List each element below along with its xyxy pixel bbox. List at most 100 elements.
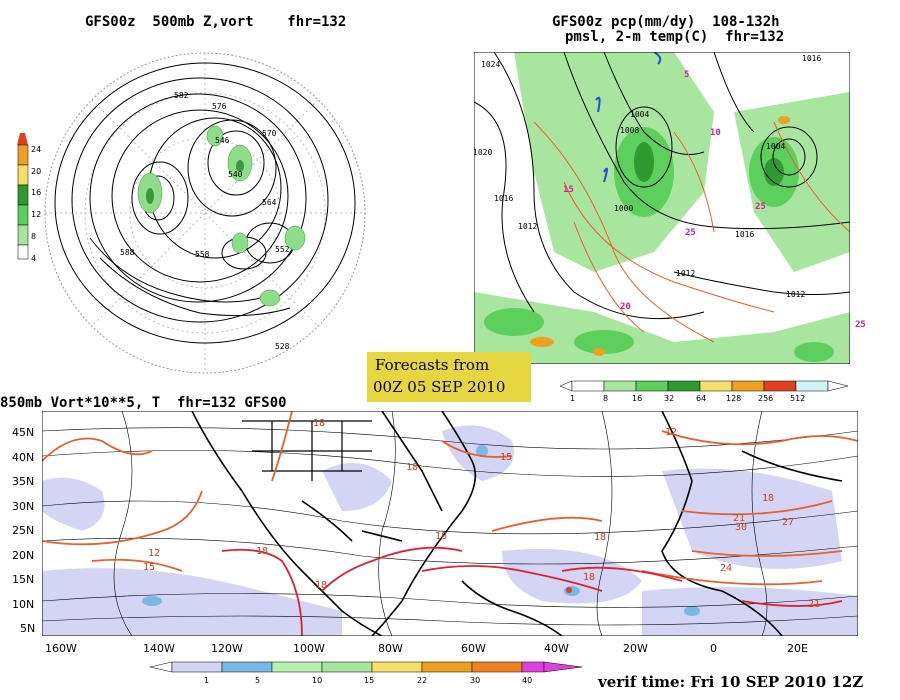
- isobar-label: 1024: [481, 60, 501, 69]
- vort-colorbar-bottom: [150, 661, 583, 673]
- colorbar-tick: 256: [758, 394, 774, 403]
- isobar-label: 1016: [494, 194, 514, 203]
- isobar-label: 1020: [473, 148, 493, 157]
- forecast-line1: Forecasts from: [375, 356, 490, 374]
- lon-label: 20E: [787, 642, 808, 655]
- temp-label: 18: [435, 531, 448, 542]
- contour-label: 558: [195, 250, 210, 259]
- colorbar-tick: 8: [603, 394, 609, 403]
- temp-label: 27: [782, 517, 795, 528]
- lon-label: 60W: [461, 642, 486, 655]
- isobar-label: 1004: [766, 142, 786, 151]
- colorbar-tick: 32: [664, 394, 675, 403]
- isobar-label: 1000: [614, 204, 634, 213]
- temp-label: 12: [148, 548, 161, 559]
- lon-label: 40W: [544, 642, 569, 655]
- contour-label: 588: [120, 248, 135, 257]
- colorbar-tick: 12: [31, 210, 42, 219]
- colorbar-tick: 22: [417, 676, 428, 685]
- temp-label: 15: [563, 185, 574, 195]
- top-left-title: GFS00z 500mb Z,vort fhr=132: [85, 14, 347, 30]
- colorbar-tick: 30: [470, 676, 481, 685]
- colorbar-tick: 5: [255, 676, 261, 685]
- temp-label: 18: [583, 572, 596, 583]
- contour-label: 528: [275, 342, 290, 351]
- lon-label: 100W: [293, 642, 325, 655]
- tropical-850mb-map: [42, 411, 858, 636]
- top-right-title-line1: GFS00z pcp(mm/dy) 108-132h: [552, 14, 780, 30]
- lat-label: 40N: [12, 451, 35, 464]
- temp-label: 15: [500, 452, 513, 463]
- lat-label: 15N: [12, 573, 35, 586]
- vort-colorbar-left: [17, 133, 29, 260]
- colorbar-tick: 64: [696, 394, 707, 403]
- lon-label: 80W: [378, 642, 403, 655]
- colorbar-tick: 1: [204, 676, 210, 685]
- temp-label: 25: [855, 320, 866, 330]
- verification-time: verif time: Fri 10 SEP 2010 12Z: [598, 673, 864, 691]
- lon-label: 160W: [45, 642, 77, 655]
- colorbar-tick: 40: [522, 676, 533, 685]
- temp-label: 10: [710, 128, 721, 138]
- forecast-line2: 00Z 05 SEP 2010: [373, 378, 506, 396]
- temp-label: 24: [720, 563, 733, 574]
- colorbar-tick: 20: [31, 167, 42, 176]
- lat-label: 20N: [12, 549, 35, 562]
- lon-label: 120W: [211, 642, 243, 655]
- temp-label: 18: [594, 532, 607, 543]
- lat-label: 10N: [12, 598, 35, 611]
- polar-map-500mb: [44, 52, 366, 374]
- lat-label: 45N: [12, 426, 35, 439]
- lon-label: 0: [710, 642, 717, 655]
- colorbar-tick: 15: [364, 676, 375, 685]
- colorbar-tick: 4: [31, 254, 37, 263]
- contour-label: 540: [228, 170, 243, 179]
- temp-label: 21: [808, 599, 821, 610]
- temp-label: 12: [665, 427, 678, 438]
- temp-label: 25: [685, 228, 696, 238]
- temp-label: 5: [684, 70, 690, 80]
- colorbar-tick: 1: [570, 394, 576, 403]
- isobar-label: 1004: [630, 110, 650, 119]
- colorbar-tick: 10: [312, 676, 323, 685]
- temp-label: 30: [735, 522, 748, 533]
- isobar-label: 1016: [735, 230, 755, 239]
- temp-label: 18: [315, 580, 328, 591]
- colorbar-tick: 16: [632, 394, 643, 403]
- temp-label: 18: [313, 418, 326, 429]
- forecast-info-box: Forecasts from 00Z 05 SEP 2010: [367, 352, 531, 402]
- precip-pmsl-map: [474, 52, 850, 364]
- colorbar-tick: 512: [790, 394, 806, 403]
- isobar-label: 1008: [620, 126, 640, 135]
- contour-label: 546: [215, 136, 230, 145]
- contour-label: 570: [262, 129, 277, 138]
- temp-label: 15: [143, 562, 156, 573]
- top-right-title-line2: pmsl, 2-m temp(C) fhr=132: [565, 29, 785, 45]
- colorbar-tick: 16: [31, 188, 42, 197]
- temp-label: 18: [256, 546, 269, 557]
- isobar-label: 1012: [676, 269, 696, 278]
- contour-label: 564: [262, 198, 277, 207]
- temp-label: 18: [762, 493, 775, 504]
- precip-colorbar: [560, 380, 849, 392]
- lon-label: 20W: [623, 642, 648, 655]
- temp-label: 18: [406, 462, 419, 473]
- contour-label: 552: [275, 245, 290, 254]
- contour-label: 582: [174, 91, 189, 100]
- contour-label: 576: [212, 102, 227, 111]
- temp-label: 20: [620, 302, 631, 312]
- lat-label: 5N: [20, 622, 36, 635]
- lon-label: 140W: [143, 642, 175, 655]
- isobar-label: 1012: [786, 290, 806, 299]
- lat-label: 25N: [12, 524, 35, 537]
- colorbar-tick: 8: [31, 232, 37, 241]
- temp-label: 21: [733, 513, 746, 524]
- temp-label: 25: [755, 202, 766, 212]
- isobar-label: 1016: [802, 54, 822, 63]
- lat-label: 35N: [12, 475, 35, 488]
- isobar-label: 1012: [518, 222, 538, 231]
- lat-label: 30N: [12, 500, 35, 513]
- colorbar-tick: 128: [726, 394, 742, 403]
- colorbar-tick: 24: [31, 145, 42, 154]
- bottom-title: 850mb Vort*10**5, T fhr=132 GFS00: [0, 395, 287, 411]
